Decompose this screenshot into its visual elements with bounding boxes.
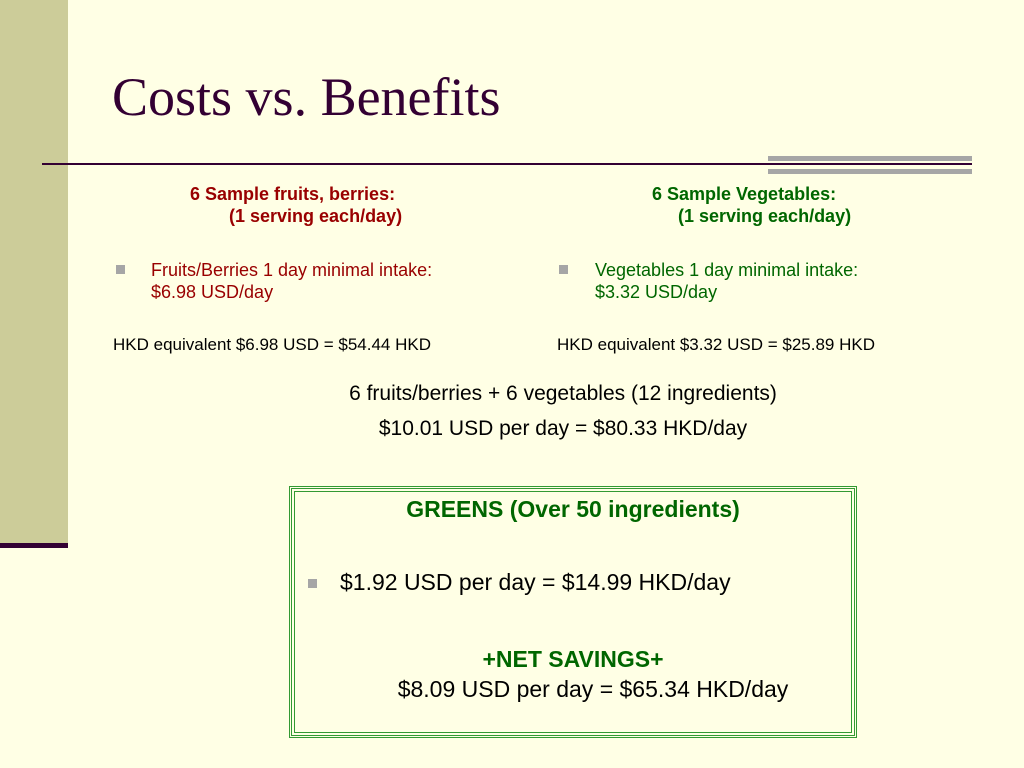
bullet-square-icon	[559, 265, 568, 274]
summary-ingredients: 6 fruits/berries + 6 vegetables (12 ingr…	[349, 382, 777, 405]
fruits-bullet-line2: $6.98 USD/day	[151, 282, 274, 302]
net-savings-label: +NET SAVINGS+	[482, 646, 664, 672]
vegetables-heading-line2: (1 serving each/day)	[678, 206, 852, 226]
slide-title: Costs vs. Benefits	[112, 67, 501, 127]
greens-cost-bullet: $1.92 USD per day = $14.99 HKD/day	[340, 569, 731, 595]
bullet-square-icon	[116, 265, 125, 274]
vegetables-bullet: Vegetables 1 day minimal intake: $3.32 U…	[595, 259, 858, 303]
net-savings-value: $8.09 USD per day = $65.34 HKD/day	[397, 676, 789, 702]
bullet-square-icon	[308, 579, 317, 588]
vegetables-bullet-line1: Vegetables 1 day minimal intake:	[595, 260, 859, 280]
vegetables-bullet-line2: $3.32 USD/day	[595, 282, 718, 302]
greens-box: GREENS (Over 50 ingredients) $1.92 USD p…	[289, 486, 857, 738]
summary-cost: $10.01 USD per day = $80.33 HKD/day	[378, 417, 748, 440]
sidebar-band	[0, 0, 68, 545]
decorative-bars	[768, 156, 972, 178]
fruits-heading-line2: (1 serving each/day)	[229, 206, 403, 226]
sidebar-accent-line	[0, 543, 68, 548]
fruits-heading: 6 Sample fruits, berries: (1 serving eac…	[190, 183, 402, 227]
fruits-heading-line1: 6 Sample fruits, berries:	[190, 184, 396, 204]
fruits-hkd-equivalent: HKD equivalent $6.98 USD = $54.44 HKD	[113, 335, 431, 354]
vegetables-heading-line1: 6 Sample Vegetables:	[652, 184, 837, 204]
greens-heading: GREENS (Over 50 ingredients)	[406, 496, 740, 522]
title-divider	[42, 163, 972, 165]
fruits-bullet: Fruits/Berries 1 day minimal intake: $6.…	[151, 259, 432, 303]
vegetables-heading: 6 Sample Vegetables: (1 serving each/day…	[652, 183, 851, 227]
vegetables-hkd-equivalent: HKD equivalent $3.32 USD = $25.89 HKD	[557, 335, 875, 354]
fruits-bullet-line1: Fruits/Berries 1 day minimal intake:	[151, 260, 433, 280]
